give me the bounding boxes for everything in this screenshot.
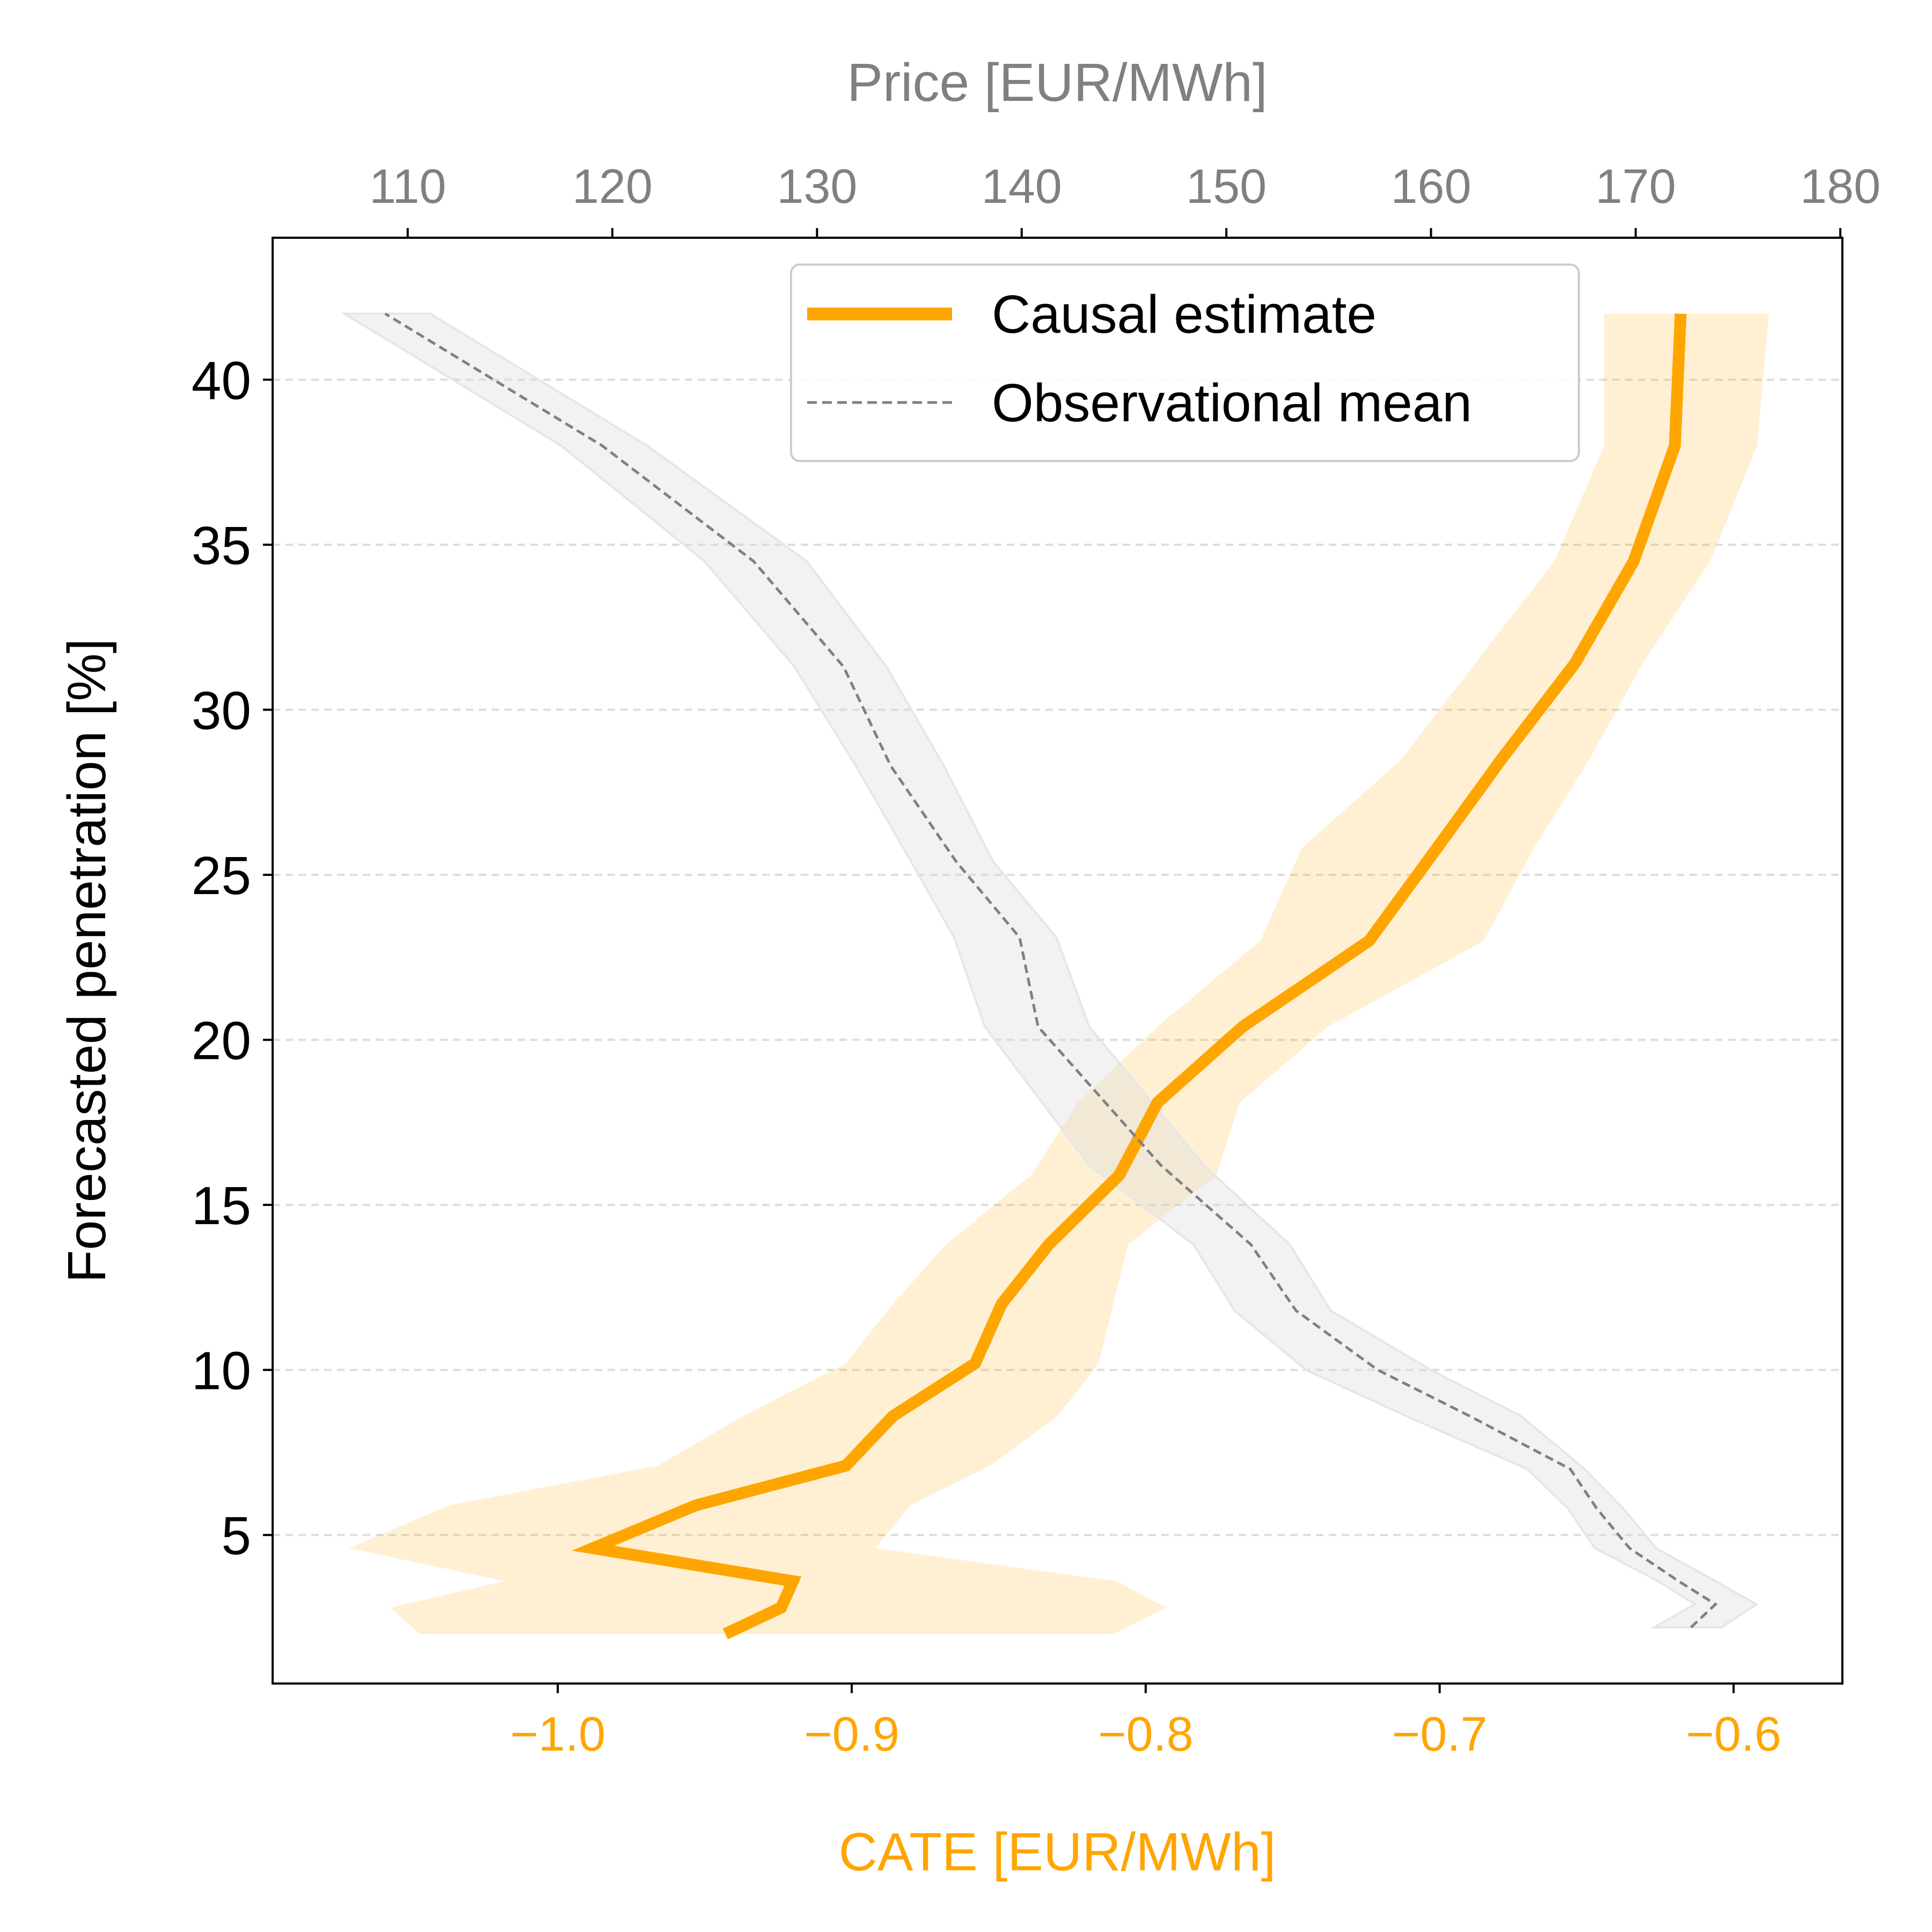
causal-point-2 <box>793 1580 794 1582</box>
x-axis-bottom-label: CATE [EUR/MWh] <box>839 1822 1276 1882</box>
observational-point-0 <box>1690 1627 1691 1628</box>
y-tick-label-15: 15 <box>192 1176 251 1236</box>
x-top-tick-label-130: 130 <box>777 160 857 214</box>
causal-point-6 <box>892 1416 894 1417</box>
causal-point-10 <box>1119 1175 1120 1176</box>
legend-box <box>790 264 1580 462</box>
legend-label-causal: Causal estimate <box>992 284 1377 345</box>
causal-point-3 <box>592 1548 594 1549</box>
causal-point-7 <box>975 1363 976 1364</box>
x-axis-top: 110 120 130 140 150 160 170 180 <box>369 160 1880 238</box>
causal-point-0 <box>725 1634 726 1635</box>
causal-point-9 <box>1048 1244 1049 1245</box>
y-tick-label-30: 30 <box>192 681 251 741</box>
x-top-tick-label-110: 110 <box>369 160 446 214</box>
x-bottom-tick-label-2: −0.8 <box>1098 1708 1194 1761</box>
observational-point-2 <box>1678 1581 1679 1582</box>
x-bottom-tick-label-3: −0.7 <box>1392 1708 1488 1761</box>
causal-point-5 <box>845 1465 846 1466</box>
observational-point-9 <box>1250 1244 1251 1245</box>
x-axis-top-label: Price [EUR/MWh] <box>847 53 1267 113</box>
causal-point-19 <box>1680 313 1681 314</box>
causal-point-4 <box>696 1505 697 1506</box>
x-top-tick-label-160: 160 <box>1391 160 1471 214</box>
observational-point-12 <box>1019 937 1020 938</box>
causal-point-12 <box>1242 1026 1243 1027</box>
observational-mean-line <box>384 312 1718 1629</box>
x-top-tick-label-170: 170 <box>1596 160 1676 214</box>
causal-point-16 <box>1575 663 1576 664</box>
confidence-bands <box>340 312 1769 1634</box>
x-bottom-tick-label-4: −0.6 <box>1686 1708 1781 1761</box>
observational-point-1 <box>1715 1604 1716 1605</box>
x-top-tick-label-120: 120 <box>572 160 653 214</box>
legend: Causal estimate Observational mean <box>790 264 1580 462</box>
y-tick-label-40: 40 <box>192 350 251 411</box>
x-top-tick-label-140: 140 <box>982 160 1062 214</box>
causal-point-1 <box>781 1607 782 1608</box>
series-lines <box>384 312 1718 1640</box>
x-bottom-tick-label-0: −1.0 <box>510 1708 605 1761</box>
causal-point-18 <box>1674 445 1675 446</box>
plot-frame <box>272 237 1843 1685</box>
y-tick-label-20: 20 <box>192 1011 251 1071</box>
y-tick-label-5: 5 <box>221 1506 251 1566</box>
causal-point-13 <box>1368 940 1370 941</box>
causal-point-17 <box>1633 561 1634 562</box>
x-top-tick-label-150: 150 <box>1186 160 1267 214</box>
x-axis-bottom: −1.0 −0.9 −0.8 −0.7 −0.6 <box>510 1684 1781 1761</box>
x-bottom-tick-label-1: −0.9 <box>804 1708 899 1761</box>
observational-confidence-band <box>340 312 1759 1629</box>
y-tick-label-10: 10 <box>192 1341 251 1401</box>
causal-point-11 <box>1157 1102 1158 1103</box>
legend-label-observational: Observational mean <box>992 373 1472 433</box>
causal-point-15 <box>1501 759 1502 760</box>
y-tick-label-25: 25 <box>192 846 251 906</box>
causal-point-14 <box>1436 848 1437 849</box>
causal-confidence-band <box>349 313 1769 1634</box>
y-axis: 5 10 15 20 25 30 35 40 <box>192 350 273 1566</box>
grid-lines <box>273 378 1842 1536</box>
x-top-tick-label-180: 180 <box>1800 160 1880 214</box>
causal-point-8 <box>1001 1304 1002 1305</box>
y-axis-label: Forecasted penetration [%] <box>57 639 117 1283</box>
y-tick-label-35: 35 <box>192 516 251 576</box>
causal-estimate-line <box>572 313 1687 1640</box>
